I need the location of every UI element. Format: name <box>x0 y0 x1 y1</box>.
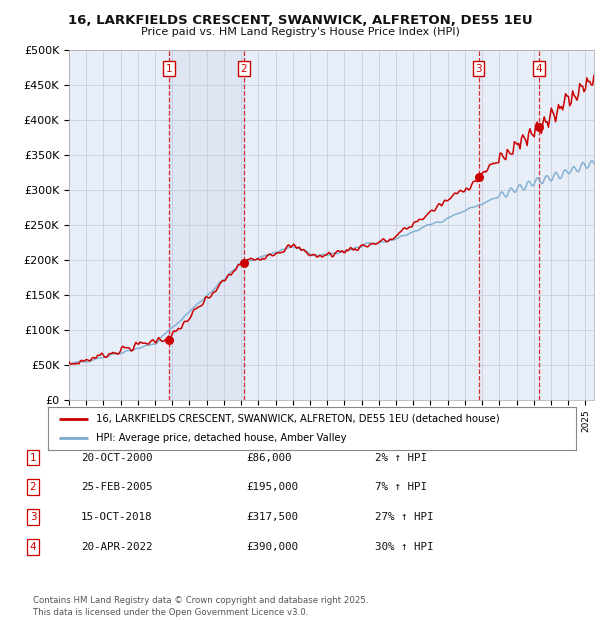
Text: 1: 1 <box>166 64 172 74</box>
Text: 15-OCT-2018: 15-OCT-2018 <box>81 512 152 522</box>
Text: £317,500: £317,500 <box>246 512 298 522</box>
Text: £195,000: £195,000 <box>246 482 298 492</box>
Text: 27% ↑ HPI: 27% ↑ HPI <box>375 512 433 522</box>
Text: Price paid vs. HM Land Registry's House Price Index (HPI): Price paid vs. HM Land Registry's House … <box>140 27 460 37</box>
Text: 25-FEB-2005: 25-FEB-2005 <box>81 482 152 492</box>
Text: 3: 3 <box>475 64 482 74</box>
Text: 4: 4 <box>536 64 542 74</box>
Text: £86,000: £86,000 <box>246 453 292 463</box>
Bar <box>169 50 244 400</box>
Text: 16, LARKFIELDS CRESCENT, SWANWICK, ALFRETON, DE55 1EU: 16, LARKFIELDS CRESCENT, SWANWICK, ALFRE… <box>68 14 532 27</box>
Text: 2% ↑ HPI: 2% ↑ HPI <box>375 453 427 463</box>
Text: 30% ↑ HPI: 30% ↑ HPI <box>375 542 433 552</box>
Text: 16, LARKFIELDS CRESCENT, SWANWICK, ALFRETON, DE55 1EU (detached house): 16, LARKFIELDS CRESCENT, SWANWICK, ALFRE… <box>95 414 499 423</box>
Text: 2: 2 <box>29 482 37 492</box>
Text: £390,000: £390,000 <box>246 542 298 552</box>
Text: 7% ↑ HPI: 7% ↑ HPI <box>375 482 427 492</box>
Text: 1: 1 <box>29 453 37 463</box>
Text: 3: 3 <box>29 512 37 522</box>
Text: 20-OCT-2000: 20-OCT-2000 <box>81 453 152 463</box>
Text: 4: 4 <box>29 542 37 552</box>
Text: Contains HM Land Registry data © Crown copyright and database right 2025.
This d: Contains HM Land Registry data © Crown c… <box>33 596 368 617</box>
Text: HPI: Average price, detached house, Amber Valley: HPI: Average price, detached house, Ambe… <box>95 433 346 443</box>
Text: 2: 2 <box>241 64 247 74</box>
Text: 20-APR-2022: 20-APR-2022 <box>81 542 152 552</box>
